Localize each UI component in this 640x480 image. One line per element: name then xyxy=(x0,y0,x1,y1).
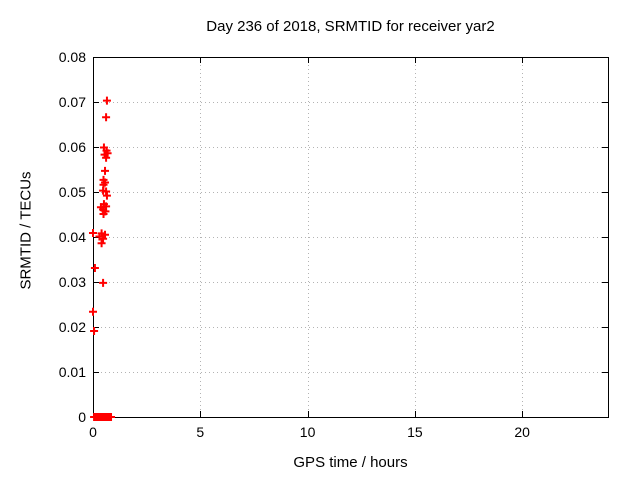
data-point-marker xyxy=(102,113,111,122)
data-point-marker xyxy=(90,264,99,273)
y-tick-label: 0.04 xyxy=(58,229,86,245)
chart-title: Day 236 of 2018, SRMTID for receiver yar… xyxy=(206,18,495,35)
x-tick-label: 15 xyxy=(407,424,423,440)
data-point-marker xyxy=(89,228,97,237)
data-point-marker xyxy=(102,191,111,200)
data-point-marker xyxy=(102,153,111,162)
data-point-marker xyxy=(99,234,108,243)
data-point-marker xyxy=(97,239,106,248)
data-point-marker xyxy=(90,327,99,336)
data-point-marker xyxy=(101,166,110,175)
x-tick-label: 10 xyxy=(299,424,316,440)
data-point-marker xyxy=(99,278,108,287)
data-point-marker xyxy=(101,230,110,239)
x-axis-label: GPS time / hours xyxy=(293,454,408,471)
y-tick-label: 0.01 xyxy=(58,364,86,380)
y-tick-label: 0.03 xyxy=(58,274,86,290)
y-tick-label: 0.08 xyxy=(58,49,86,65)
y-tick-label: 0.05 xyxy=(58,184,86,200)
data-point-marker xyxy=(107,413,116,421)
y-tick-label: 0.02 xyxy=(58,319,86,335)
data-point-marker xyxy=(102,96,111,105)
data-point-marker xyxy=(89,307,97,316)
y-tick-label: 0.07 xyxy=(58,94,86,110)
x-tick-label: 0 xyxy=(89,424,97,440)
y-tick-label: 0 xyxy=(78,409,86,425)
x-tick-label: 20 xyxy=(514,424,530,440)
data-point-marker xyxy=(99,210,108,219)
plot-border xyxy=(93,57,609,418)
x-tick-label: 5 xyxy=(196,424,205,440)
y-tick-label: 0.06 xyxy=(58,139,86,155)
